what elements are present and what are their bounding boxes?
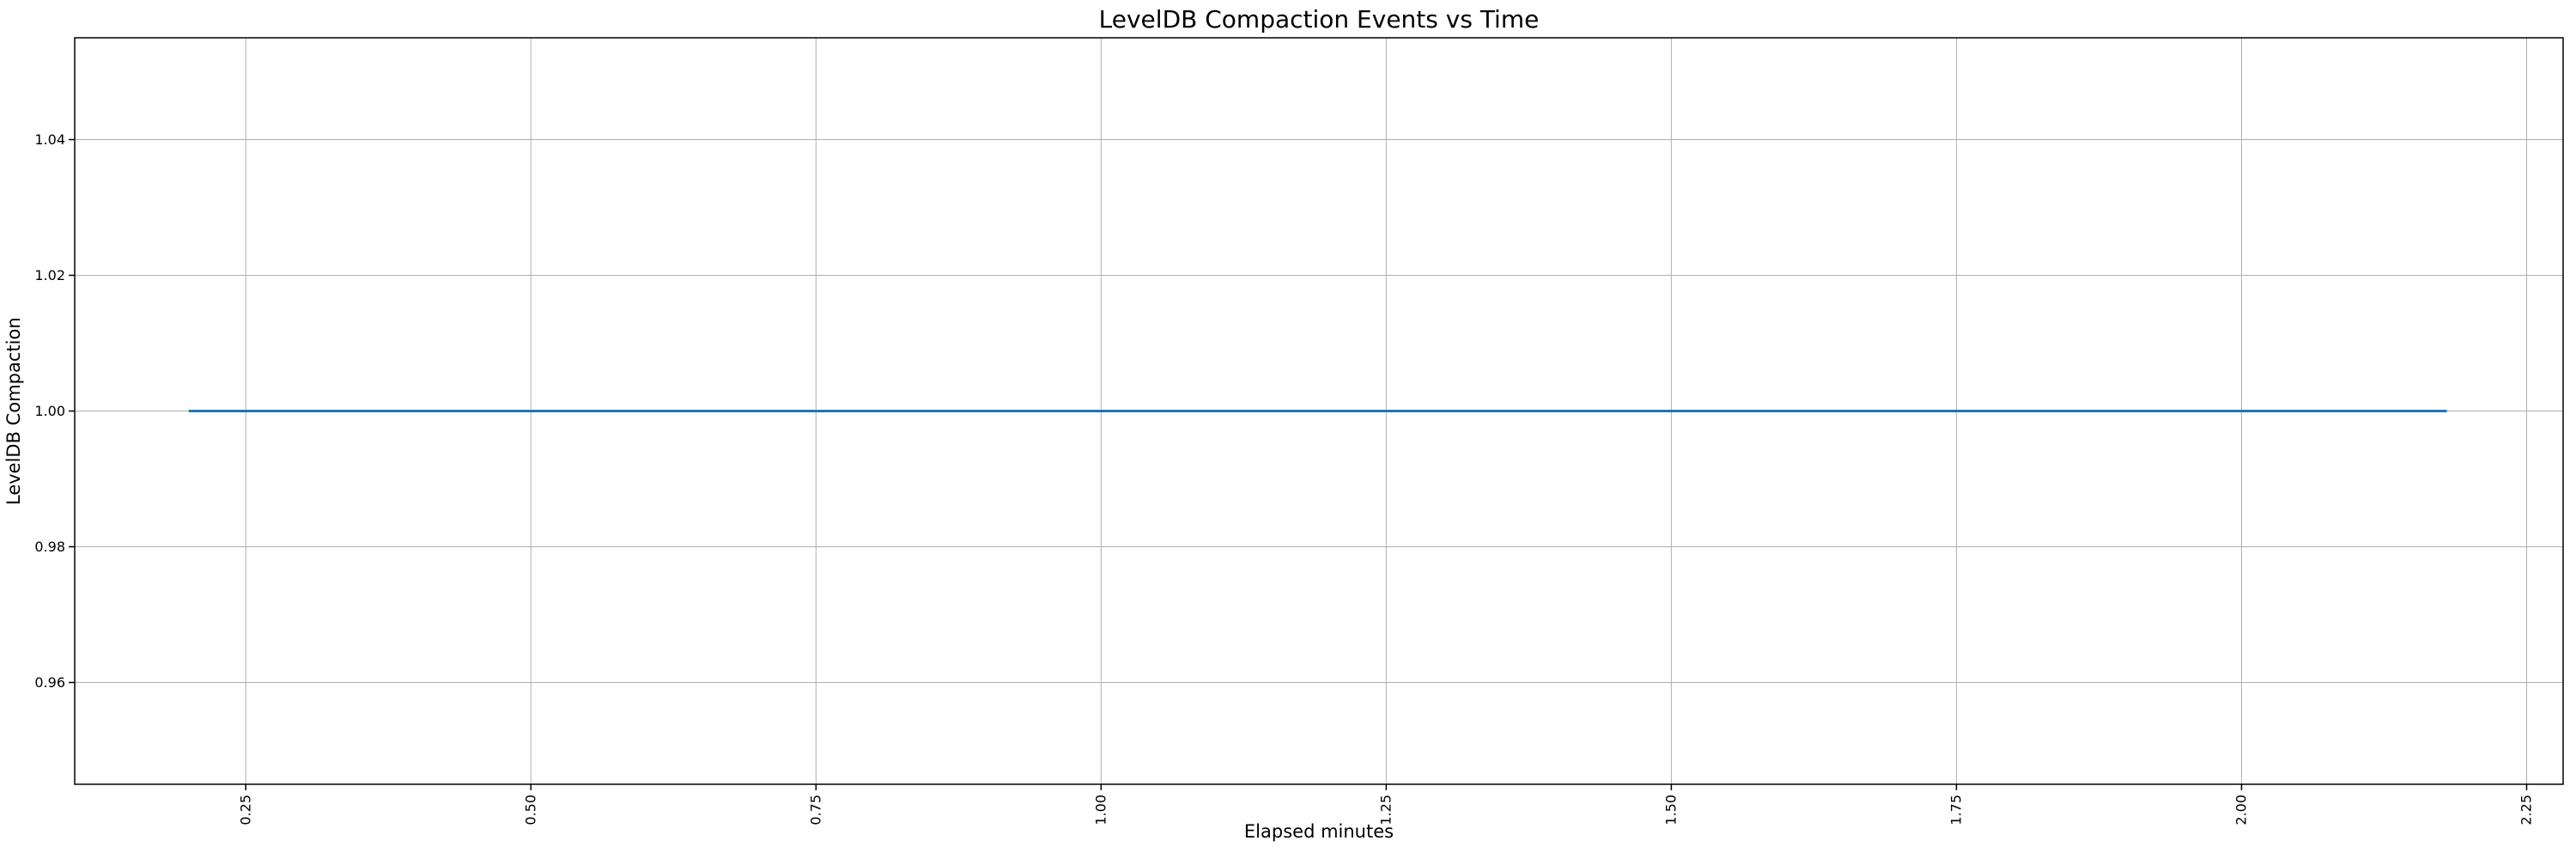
y-tick-label: 1.00 — [34, 402, 65, 419]
y-tick-label: 0.96 — [34, 673, 65, 691]
chart-title: LevelDB Compaction Events vs Time — [1098, 5, 1540, 34]
y-tick-label: 0.98 — [34, 538, 65, 555]
y-tick-label: 1.02 — [34, 266, 65, 283]
y-tick-label: 1.04 — [34, 131, 65, 148]
x-axis-label: Elapsed minutes — [1243, 821, 1394, 842]
y-axis-label: LevelDB Compaction — [3, 317, 24, 505]
axes-spines — [74, 37, 2564, 785]
